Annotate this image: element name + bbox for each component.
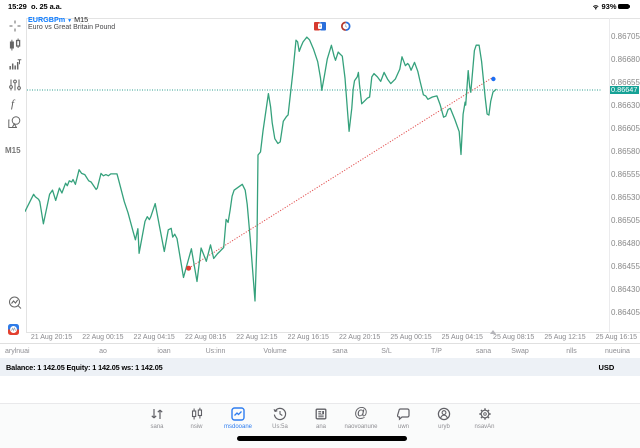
svg-text:f: f <box>11 98 16 110</box>
